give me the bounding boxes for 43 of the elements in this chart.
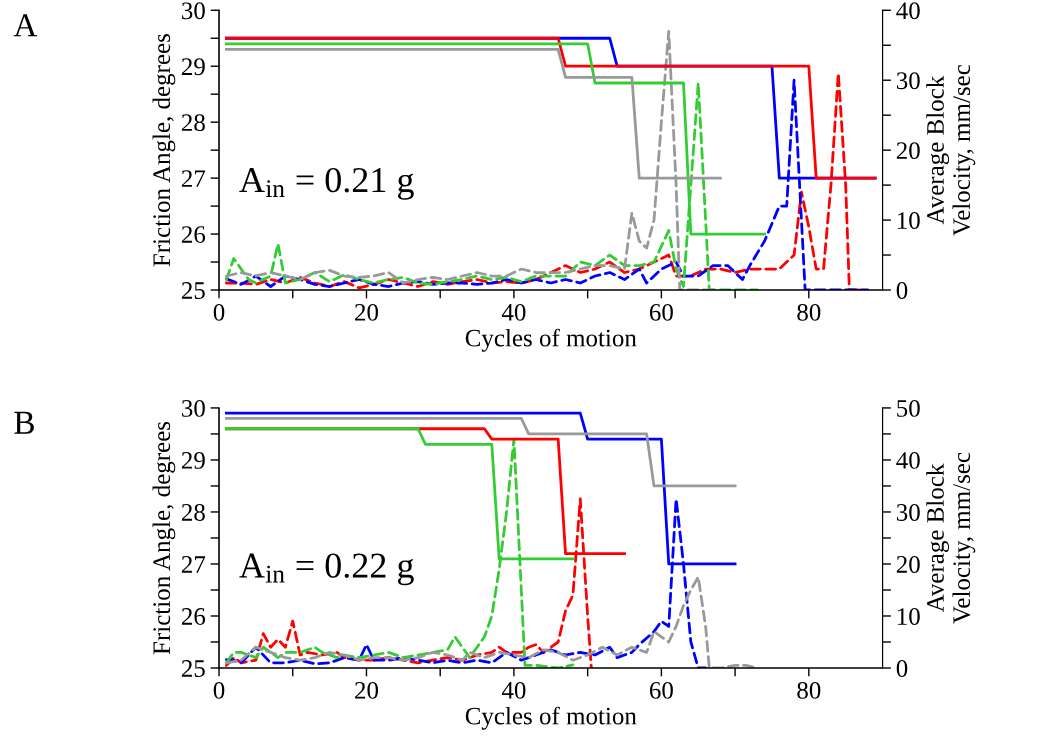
x-tick-label: 80 — [797, 681, 821, 699]
x-tick-label: 60 — [649, 681, 673, 699]
y2-tick-label: 40 — [896, 452, 920, 469]
annotation: A$_{in}$ = 0.22 g — [239, 553, 414, 586]
y2-tick-label: 0 — [896, 660, 908, 677]
x-tick-label: 0 — [213, 681, 225, 699]
y-tick-label: 28 — [181, 114, 205, 132]
y-tick-label: 25 — [181, 282, 205, 299]
y-tick-label: 29 — [181, 452, 205, 469]
y2-tick-label: 10 — [897, 212, 920, 229]
y-axis-title: Friction Angle, degrees — [152, 34, 176, 267]
x-tick-label: 20 — [355, 303, 379, 321]
x-tick-label: 40 — [501, 303, 526, 321]
chart-title: A — [13, 14, 38, 37]
y-tick-label: 30 — [182, 2, 205, 20]
x-tick-label: 80 — [797, 303, 821, 321]
x-tick-label: 40 — [501, 681, 526, 699]
y-tick-label: 26 — [181, 608, 206, 625]
x-tick-label: 20 — [355, 681, 379, 699]
annotation: A$_{in}$ = 0.21 g — [239, 167, 414, 200]
y2-tick-label: 40 — [896, 2, 920, 20]
y2-tick-label: 30 — [896, 504, 920, 521]
y2-tick-label: 50 — [897, 399, 920, 417]
x-axis-title: Cycles of motion — [465, 706, 637, 730]
x-axis-title: Cycles of motion — [465, 328, 637, 352]
x-tick-label: 60 — [649, 303, 673, 321]
x-tick-label: 0 — [213, 303, 225, 321]
y-tick-label: 26 — [181, 226, 206, 243]
y2-axis-title: Average Block Velocity, mm/sec — [926, 452, 976, 624]
y-tick-label: 29 — [181, 58, 205, 76]
y2-axis-title: Average Block Velocity, mm/sec — [926, 64, 976, 236]
y-tick-label: 30 — [182, 399, 205, 417]
y2-tick-label: 0 — [896, 282, 908, 299]
y2-tick-label: 10 — [897, 608, 920, 625]
y2-tick-label: 20 — [896, 142, 920, 160]
y-tick-label: 25 — [181, 660, 205, 677]
y-tick-label: 27 — [181, 170, 206, 187]
y-tick-label: 28 — [181, 504, 205, 521]
chart-title: B — [14, 411, 34, 434]
y-tick-label: 27 — [181, 556, 206, 573]
y-axis-title: Friction Angle, degrees — [152, 421, 176, 655]
y2-tick-label: 20 — [896, 556, 920, 573]
y2-tick-label: 30 — [896, 72, 920, 90]
